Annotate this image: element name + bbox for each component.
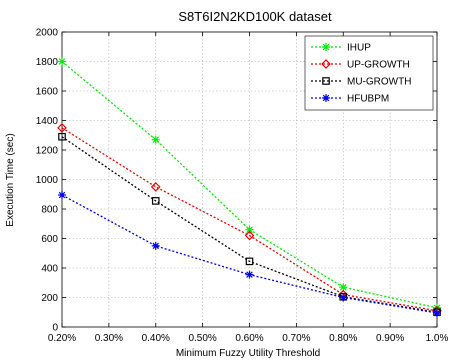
- x-tick-label: 0.90%: [376, 333, 404, 344]
- data-point: [58, 57, 66, 66]
- y-tick-label: 2000: [36, 28, 59, 39]
- data-point: [244, 230, 255, 241]
- legend-marker: [322, 94, 330, 102]
- y-tick-label: 1600: [36, 87, 59, 98]
- y-tick-label: 1200: [36, 146, 59, 157]
- legend-entry: IHUP: [311, 43, 371, 54]
- legend-marker: [321, 59, 331, 69]
- x-tick-label: 1.0%: [426, 333, 449, 344]
- data-point: [245, 257, 254, 266]
- y-tick-label: 1000: [36, 175, 59, 186]
- y-tick-label: 1800: [36, 57, 59, 68]
- data-point: [58, 132, 66, 141]
- data-point: [151, 241, 160, 250]
- x-axis-ticks: 0.20% 0.30% 0.40% 0.50% 0.60% 0.70% 0.80% 0.90%…: [48, 32, 449, 344]
- legend-label: UP-GROWTH: [347, 60, 410, 71]
- data-point: [433, 308, 441, 317]
- x-tick-label: 0.40%: [142, 333, 170, 344]
- data-point: [339, 293, 348, 302]
- series-line: [61, 127, 438, 312]
- data-point: [150, 182, 161, 192]
- x-tick-label: 0.80%: [329, 333, 357, 344]
- x-tick-label: 0.20%: [48, 333, 76, 344]
- y-tick-label: 800: [41, 205, 58, 216]
- y-axis-ticks: 0 200 400 600 800 1000 1200 1400 1600 1800 2000: [36, 28, 437, 334]
- y-tick-label: 200: [41, 293, 58, 304]
- chart-title: S8T6I2N2KD100K dataset: [178, 9, 332, 24]
- legend-entry: HFUBPM: [311, 94, 389, 105]
- y-tick-label: 0: [52, 323, 58, 334]
- legend-entry: UP-GROWTH: [311, 59, 410, 71]
- legend-label: IHUP: [347, 43, 371, 54]
- data-point: [151, 197, 160, 205]
- legend: IHUP UP-GROWTH MU-GROWTH HFUBPM: [304, 35, 434, 111]
- data-point: [151, 135, 160, 144]
- data-point: [58, 190, 66, 199]
- legend-label: MU-GROWTH: [347, 77, 411, 88]
- data-point: [245, 270, 254, 279]
- y-axis-label: Execution Time (sec): [5, 133, 16, 226]
- data-point: [339, 283, 348, 292]
- series-hfubpm: [58, 190, 441, 317]
- data-point: [57, 123, 67, 133]
- y-tick-label: 1400: [36, 116, 59, 127]
- x-tick-label: 0.30%: [95, 333, 123, 344]
- legend-marker: [322, 43, 330, 51]
- x-tick-label: 0.70%: [282, 333, 310, 344]
- legend-marker: [322, 77, 330, 85]
- y-tick-label: 400: [41, 264, 58, 275]
- legend-label: HFUBPM: [347, 94, 389, 105]
- legend-entry: MU-GROWTH: [311, 77, 411, 88]
- series-group: [57, 57, 442, 317]
- series-up-growth: [57, 123, 442, 316]
- series-line: [61, 136, 438, 313]
- x-axis-label: Minimum Fuzzy Utility Threshold: [176, 348, 320, 359]
- data-point: [245, 225, 254, 234]
- y-tick-label: 600: [41, 234, 58, 245]
- x-tick-label: 0.60%: [235, 333, 263, 344]
- x-tick-label: 0.50%: [188, 333, 216, 344]
